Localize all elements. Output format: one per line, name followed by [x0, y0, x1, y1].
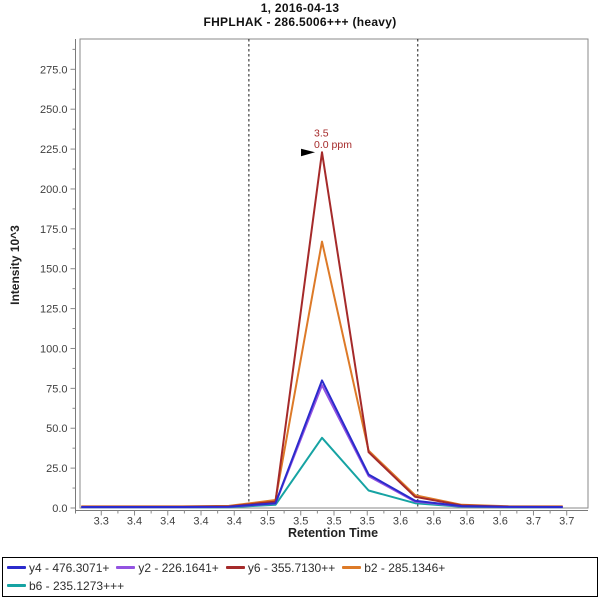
x-tick-label: 3.5 [326, 516, 341, 528]
legend-swatch-icon [342, 566, 362, 570]
x-tick-label: 3.5 [360, 516, 375, 528]
legend-label: y4 - 476.3071+ [29, 561, 110, 575]
y-tick-label: 275.0 [40, 64, 68, 76]
y-axis-title: Intensity 10^3 [8, 225, 22, 305]
peak-rt-label: 3.5 [314, 127, 329, 139]
x-tick-label: 3.5 [260, 516, 275, 528]
x-tick-label: 3.6 [459, 516, 474, 528]
peak-ppm-label: 0.0 ppm [314, 139, 352, 151]
legend-item-b6: b6 - 235.1273+++ [7, 577, 124, 595]
x-tick-label: 3.4 [227, 516, 242, 528]
x-tick-label: 3.4 [127, 516, 142, 528]
plot-frame [79, 38, 589, 509]
legend-row: b6 - 235.1273+++ [7, 577, 593, 595]
series-line-b2 [81, 240, 563, 508]
x-tick-label: 3.6 [393, 516, 408, 528]
series-lines [81, 151, 563, 509]
y-tick-label: 100.0 [40, 343, 68, 355]
x-axis: 3.3 3.4 3.4 3.4 3.4 3.5 3.5 3.5 3.5 3.6 3.6 3.6 3.6 3… [94, 510, 574, 528]
x-tick-label: 3.3 [94, 516, 109, 528]
legend-item-b2: b2 - 285.1346+ [342, 559, 445, 577]
peak-apex-arrow-icon [301, 148, 316, 157]
y-tick-label: 250.0 [40, 104, 68, 116]
y-tick-label: 225.0 [40, 144, 68, 156]
legend-item-y2: y2 - 226.1641+ [116, 559, 219, 577]
series-line-y6 [81, 151, 563, 508]
series-line-b6 [81, 436, 563, 509]
x-tick-label: 3.7 [559, 516, 574, 528]
x-tick-label: 3.4 [193, 516, 208, 528]
y-tick-label: 150.0 [40, 264, 68, 276]
x-tick-label: 3.7 [526, 516, 541, 528]
x-tick-label: 3.5 [293, 516, 308, 528]
legend-swatch-icon [225, 566, 245, 570]
series-line-y4 [81, 379, 563, 508]
legend-label: b2 - 285.1346+ [364, 561, 446, 575]
chart-title-peptide: FHPLHAK - 286.5006+++ (heavy) [203, 15, 397, 29]
y-tick-label: 200.0 [40, 184, 68, 196]
legend-swatch-icon [116, 566, 136, 570]
y-tick-label: 75.0 [46, 383, 67, 395]
y-tick-label: 25.0 [46, 463, 67, 475]
legend-swatch-icon [7, 584, 26, 588]
x-tick-label: 3.6 [493, 516, 508, 528]
y-tick-label: 0.0 [52, 503, 67, 515]
x-tick-label: 3.4 [160, 516, 175, 528]
legend-item-y4: y4 - 476.3071+ [7, 559, 109, 577]
legend: y4 - 476.3071+ y2 - 226.1641+ y6 - 355.713… [2, 557, 598, 597]
legend-label: y2 - 226.1641+ [138, 561, 219, 575]
y-tick-label: 125.0 [40, 304, 68, 316]
legend-item-y6: y6 - 355.7130++ [225, 559, 336, 577]
x-tick-label: 3.6 [426, 516, 441, 528]
y-tick-label: 175.0 [40, 224, 68, 236]
x-axis-title: Retention Time [287, 526, 379, 540]
legend-label: y6 - 355.7130++ [247, 561, 336, 575]
peak-annotation: 3.50.0 ppm [301, 127, 352, 157]
legend-row: y4 - 476.3071+ y2 - 226.1641+ y6 - 355.713… [7, 559, 593, 577]
y-tick-label: 50.0 [46, 423, 67, 435]
y-axis: 0.0 25.0 50.0 75.0 100.0 125.0 150.0 175.0 200.0… [40, 48, 76, 515]
chromatogram-plot[interactable]: 3.3 3.4 3.4 3.4 3.4 3.5 3.5 3.5 3.5 3.6 3.6 3.6 3.6 3… [0, 0, 600, 556]
legend-label: b6 - 235.1273+++ [29, 579, 125, 593]
chart-title-replicate: 1, 2016-04-13 [260, 1, 340, 15]
series-line-y2 [81, 384, 563, 509]
legend-swatch-icon [7, 566, 26, 570]
